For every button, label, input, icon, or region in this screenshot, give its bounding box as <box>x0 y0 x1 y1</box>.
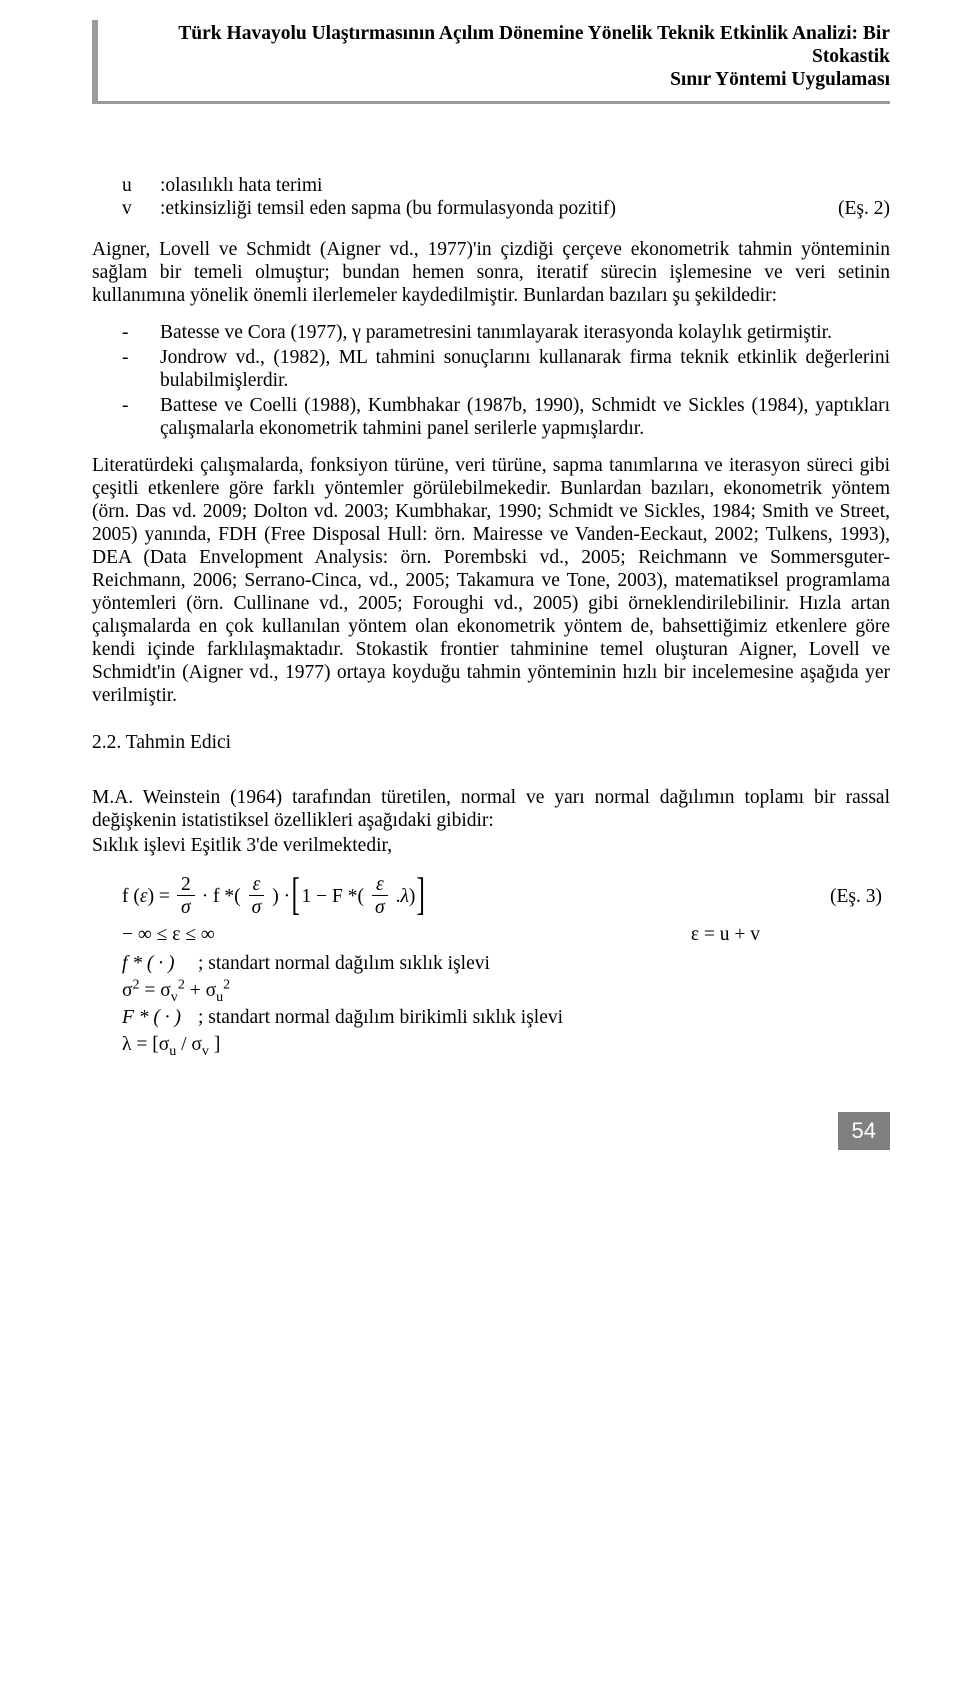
big-fstar-definition: F * ( · ) ; standart normal dağılım biri… <box>122 1006 890 1029</box>
bullet-list: - Batesse ve Cora (1977), γ parametresin… <box>122 321 890 440</box>
fstar-definition: f * ( · ) ; standart normal dağılım sıkl… <box>122 952 890 975</box>
equation-3-block: f (ε) = 2σ · f *( εσ ) · [ 1 − F *( εσ .… <box>122 875 890 917</box>
paragraph-3: M.A. Weinstein (1964) tarafından türetil… <box>92 786 890 832</box>
page-header: Türk Havayolu Ulaştırmasının Açılım Döne… <box>92 22 890 104</box>
bullet-item-2: - Jondrow vd., (1982), ML tahmini sonuçl… <box>122 346 890 392</box>
header-title-line1: Türk Havayolu Ulaştırmasının Açılım Döne… <box>108 22 890 68</box>
bullet-text-3: Battese ve Coelli (1988), Kumbhakar (198… <box>160 394 890 440</box>
big-fstar-text: ; standart normal dağılım birikimli sıkl… <box>198 1006 563 1029</box>
big-fstar-symbol: F * ( · ) <box>122 1006 188 1029</box>
epsilon-domain-line: − ∞ ≤ ε ≤ ∞ ε = u + v <box>122 923 890 946</box>
definitions-block: u :olasılıklı hata terimi v :etkinsizliğ… <box>122 174 890 220</box>
bullet-item-3: - Battese ve Coelli (1988), Kumbhakar (1… <box>122 394 890 440</box>
bullet-dash-icon: - <box>122 346 160 392</box>
equation-3-expression: f (ε) = 2σ · f *( εσ ) · [ 1 − F *( εσ .… <box>122 875 830 917</box>
section-heading-2-2: 2.2. Tahmin Edici <box>92 731 890 754</box>
def-symbol-u: u <box>122 174 160 197</box>
bullet-text-1: Batesse ve Cora (1977), γ parametresini … <box>160 321 890 344</box>
def-text-u: :olasılıklı hata terimi <box>160 174 890 197</box>
paragraph-2: Literatürdeki çalışmalarda, fonksiyon tü… <box>92 454 890 707</box>
bullet-text-2: Jondrow vd., (1982), ML tahmini sonuçlar… <box>160 346 890 392</box>
page-number-badge: 54 <box>838 1112 890 1150</box>
def-symbol-v: v <box>122 197 160 220</box>
paragraph-3b: Sıklık işlevi Eşitlik 3'de verilmektedir… <box>92 834 890 857</box>
eq2-label: (Eş. 2) <box>810 197 890 220</box>
def-text-v: :etkinsizliği temsil eden sapma (bu form… <box>160 197 810 220</box>
epsilon-domain: − ∞ ≤ ε ≤ ∞ <box>122 923 691 946</box>
lambda-equation: λ = [σu / σv ] <box>122 1033 890 1056</box>
def-row-v: v :etkinsizliği temsil eden sapma (bu fo… <box>122 197 890 220</box>
lambda-eq-text: λ = [σu / σv ] <box>122 1033 220 1056</box>
equation-3-main: f (ε) = 2σ · f *( εσ ) · [ 1 − F *( εσ .… <box>122 875 890 917</box>
def-row-u: u :olasılıklı hata terimi <box>122 174 890 197</box>
eq3-label: (Eş. 3) <box>830 885 890 908</box>
fstar-text: ; standart normal dağılım sıklık işlevi <box>198 952 490 975</box>
epsilon-sum: ε = u + v <box>691 923 890 946</box>
sigma-equation: σ2 = σv2 + σu2 <box>122 979 890 1002</box>
bullet-item-1: - Batesse ve Cora (1977), γ parametresin… <box>122 321 890 344</box>
bullet-dash-icon: - <box>122 394 160 440</box>
paragraph-1: Aigner, Lovell ve Schmidt (Aigner vd., 1… <box>92 238 890 307</box>
fstar-symbol: f * ( · ) <box>122 952 188 975</box>
page-number-wrap: 54 <box>92 1112 890 1150</box>
sigma-eq-text: σ2 = σv2 + σu2 <box>122 979 230 1002</box>
bullet-dash-icon: - <box>122 321 160 344</box>
header-title-line2: Sınır Yöntemi Uygulaması <box>108 68 890 91</box>
